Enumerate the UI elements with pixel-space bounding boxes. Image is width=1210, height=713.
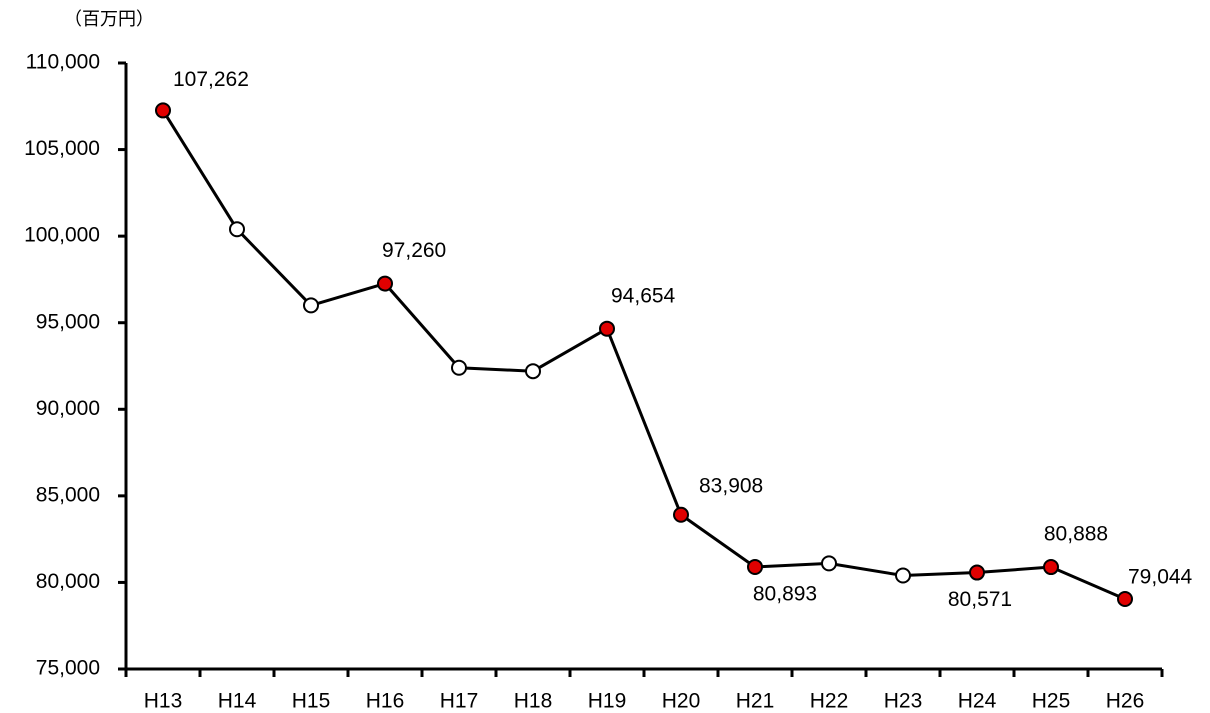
data-point	[155, 102, 171, 119]
data-point	[895, 567, 911, 584]
data-point	[969, 564, 985, 581]
y-tick-label: 105,000	[24, 137, 100, 160]
y-tick-label: 95,000	[36, 310, 100, 333]
x-tick-label: H26	[1106, 690, 1145, 713]
data-label: 80,571	[948, 588, 1012, 611]
data-point	[1043, 559, 1059, 576]
x-tick-label: H16	[366, 690, 405, 713]
data-point	[599, 320, 615, 337]
data-point	[377, 275, 393, 292]
x-tick-label: H23	[884, 690, 923, 713]
x-tick-label: H15	[292, 690, 331, 713]
series-line	[161, 109, 1126, 601]
data-point	[747, 558, 763, 575]
y-tick-label: 75,000	[36, 657, 100, 680]
data-label: 94,654	[611, 284, 676, 307]
data-point	[303, 297, 319, 314]
data-label: 80,893	[753, 583, 817, 606]
data-point	[673, 506, 689, 523]
x-tick-label: H25	[1032, 690, 1071, 713]
x-tick-label: H20	[662, 690, 701, 713]
x-tick-label: H22	[810, 690, 849, 713]
x-tick-label: H18	[514, 690, 553, 713]
data-label: 107,262	[173, 68, 249, 91]
data-label: 83,908	[699, 474, 763, 497]
y-tick-label: 85,000	[36, 483, 100, 506]
data-label: 97,260	[382, 239, 446, 262]
data-point	[1117, 590, 1133, 607]
x-tick-label: H17	[440, 690, 479, 713]
data-point	[821, 555, 837, 572]
data-point	[451, 359, 467, 376]
y-tick-label: 110,000	[26, 51, 100, 74]
data-label: 79,044	[1128, 566, 1193, 589]
data-label: 80,888	[1044, 523, 1108, 546]
data-point	[525, 363, 541, 380]
data-point	[229, 221, 245, 238]
x-tick-label: H14	[218, 690, 257, 713]
y-tick-label: 100,000	[24, 224, 100, 247]
x-tick-label: H19	[588, 690, 627, 713]
y-axis-label: （百万円）	[64, 9, 154, 29]
x-tick-label: H13	[144, 690, 183, 713]
x-tick-label: H21	[736, 690, 775, 713]
x-tick-label: H24	[958, 690, 997, 713]
y-tick-label: 80,000	[36, 570, 100, 593]
y-tick-label: 90,000	[36, 397, 100, 420]
